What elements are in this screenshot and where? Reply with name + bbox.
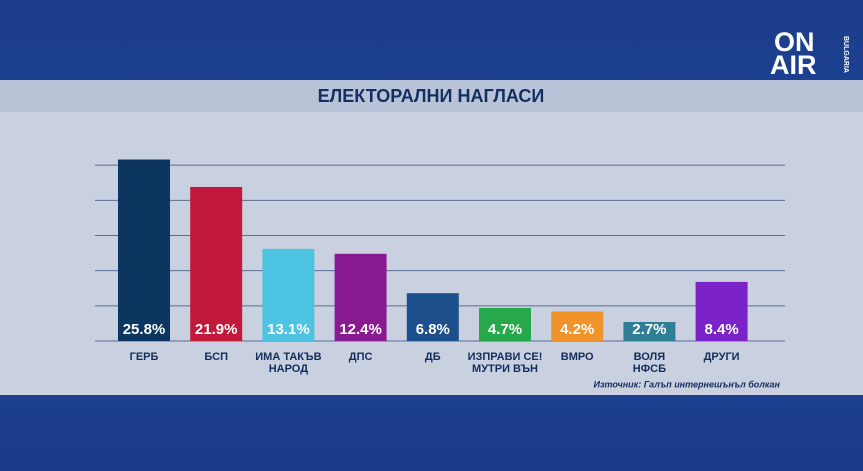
value-label: 12.4% xyxy=(339,321,382,338)
value-label: 4.7% xyxy=(488,321,522,338)
bar xyxy=(262,248,315,341)
logo-text: ON xyxy=(774,27,815,57)
x-tick-label: ИЗПРАВИ СЕ! МУТРИ ВЪН xyxy=(467,351,543,375)
logo-text: AIR xyxy=(770,50,817,80)
bar xyxy=(406,293,459,341)
value-label: 4.2% xyxy=(560,321,594,338)
value-label: 21.9% xyxy=(195,321,238,338)
bar xyxy=(334,253,387,341)
chart-title: ЕЛЕКТОРАЛНИ НАГЛАСИ xyxy=(318,86,545,106)
x-tick-label: ИМА ТАКЪВ НАРОД xyxy=(255,351,322,375)
source: Източник: Галъп интернешънъл болкан xyxy=(593,379,780,389)
bar xyxy=(479,307,531,341)
value-label: 6.8% xyxy=(416,321,450,338)
x-tick-label: ВОЛЯ НФСБ xyxy=(632,351,666,375)
title-band xyxy=(0,80,863,112)
x-tick-label: ГЕРБ xyxy=(129,351,159,363)
value-label: 8.4% xyxy=(704,321,738,338)
x-tick-label: ДПС xyxy=(348,351,373,363)
value-label: 13.1% xyxy=(267,321,310,338)
x-tick-label: БСП xyxy=(204,351,228,363)
bar xyxy=(695,281,748,341)
value-label: 2.7% xyxy=(632,321,666,338)
logo-text: BULGARIA xyxy=(842,36,849,73)
value-label: 25.8% xyxy=(123,321,166,338)
x-tick-label: ВМРО xyxy=(560,351,594,363)
bar xyxy=(623,322,676,341)
bar xyxy=(190,186,243,341)
bar xyxy=(551,311,604,341)
x-tick-label: ДБ xyxy=(424,351,441,363)
x-tick-label: ДРУГИ xyxy=(703,351,740,363)
bar xyxy=(118,159,170,341)
